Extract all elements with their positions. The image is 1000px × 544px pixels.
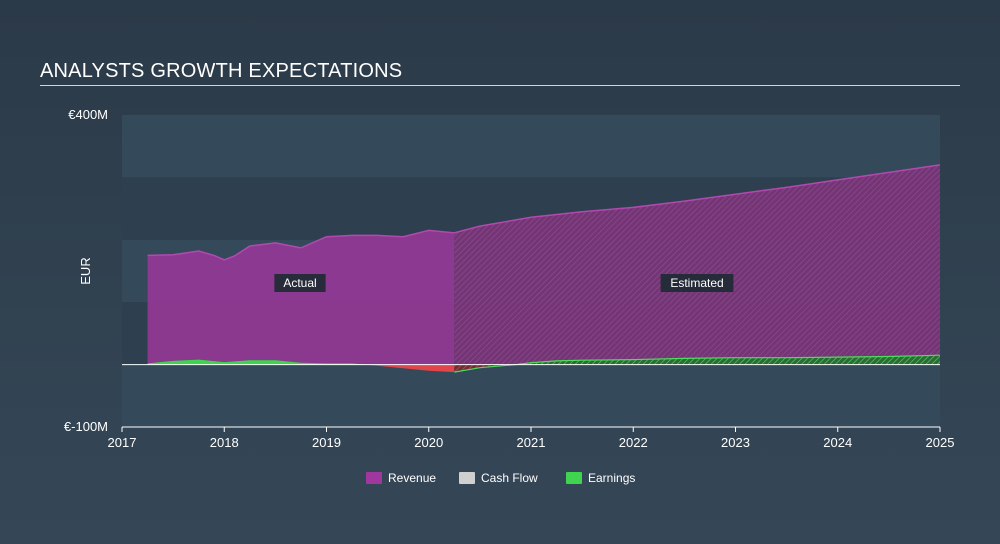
grid-band [122, 364, 940, 427]
legend-swatch-revenue [366, 472, 382, 484]
legend-label-earnings: Earnings [588, 471, 635, 485]
legend-label-cash-flow: Cash Flow [481, 471, 538, 485]
y-tick-label-max: €400M [68, 107, 108, 122]
revenue-line [147, 164, 941, 261]
revenue-area-actual [147, 230, 455, 365]
earnings-area-actual [147, 359, 455, 365]
estimated-label-text: Estimated [670, 276, 723, 290]
actual-label-text: Actual [283, 276, 316, 290]
earnings-negative-group [364, 364, 516, 373]
legend-swatch-earnings [566, 472, 582, 484]
earnings-negative-estimated [454, 364, 516, 373]
actual-label-bg [274, 274, 326, 292]
title-divider [40, 85, 960, 86]
x-tick-label: 2021 [517, 435, 546, 450]
x-tick-label: 2017 [108, 435, 137, 450]
earnings-negative-actual [364, 364, 455, 373]
legend-swatch-cash-flow [459, 472, 475, 484]
x-tick-label: 2020 [414, 435, 443, 450]
estimated-label-bg [660, 274, 734, 292]
estimated-label: Estimated [660, 274, 734, 292]
x-tick-label: 2025 [926, 435, 955, 450]
y-tick-label-min: €-100M [64, 419, 108, 434]
y-axis-label: EUR [78, 257, 93, 284]
earnings-line-estimated [454, 354, 941, 373]
grid-band [122, 115, 940, 178]
revenue-area-estimated [454, 164, 940, 365]
x-tick-label: 2019 [312, 435, 341, 450]
x-tick-label: 2023 [721, 435, 750, 450]
chart-title: ANALYSTS GROWTH EXPECTATIONS [40, 60, 403, 82]
x-tick-label: 2022 [619, 435, 648, 450]
x-tick-label: 2018 [210, 435, 239, 450]
legend-label-revenue: Revenue [388, 471, 436, 485]
x-tick-label: 2024 [823, 435, 852, 450]
actual-label: Actual [274, 274, 326, 292]
